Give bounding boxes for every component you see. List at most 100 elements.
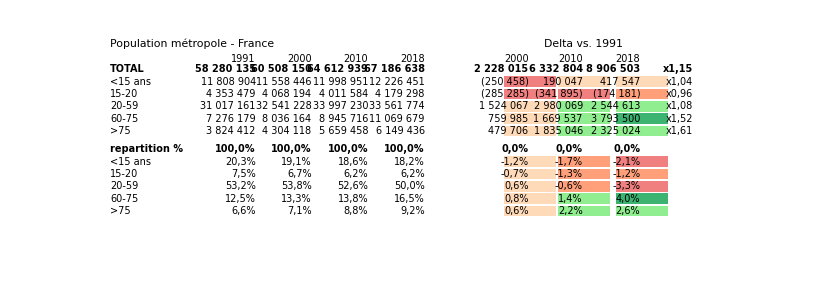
- Text: 15-20: 15-20: [110, 89, 138, 99]
- Bar: [558, 206, 610, 216]
- Text: 1,4%: 1,4%: [558, 194, 583, 204]
- Text: 100,0%: 100,0%: [215, 144, 256, 154]
- Bar: [504, 168, 556, 179]
- Text: 0,6%: 0,6%: [504, 181, 529, 191]
- Text: 11 069 679: 11 069 679: [369, 114, 425, 124]
- Text: 8 036 164: 8 036 164: [263, 114, 312, 124]
- Text: -1,2%: -1,2%: [612, 169, 640, 179]
- Bar: [504, 156, 556, 167]
- Text: 18,6%: 18,6%: [337, 157, 368, 167]
- Bar: [616, 113, 667, 124]
- Text: 1 524 067: 1 524 067: [479, 101, 529, 111]
- Text: 11 998 951: 11 998 951: [312, 77, 368, 87]
- Text: 12 226 451: 12 226 451: [369, 77, 425, 87]
- Text: 3 793 500: 3 793 500: [591, 114, 640, 124]
- Text: 13,8%: 13,8%: [337, 194, 368, 204]
- Bar: [616, 206, 667, 216]
- Text: 0,0%: 0,0%: [556, 144, 583, 154]
- Text: 4 179 298: 4 179 298: [376, 89, 425, 99]
- Text: x0,96: x0,96: [666, 89, 693, 99]
- Text: 6,2%: 6,2%: [400, 169, 425, 179]
- Text: 53,8%: 53,8%: [281, 181, 312, 191]
- Text: 52,6%: 52,6%: [337, 181, 368, 191]
- Text: 100,0%: 100,0%: [327, 144, 368, 154]
- Text: 58 280 135: 58 280 135: [194, 64, 256, 74]
- Text: 1 835 046: 1 835 046: [534, 126, 583, 136]
- Bar: [558, 156, 610, 167]
- Text: 2010: 2010: [558, 54, 583, 63]
- Text: 60-75: 60-75: [110, 114, 138, 124]
- Text: 4 304 118: 4 304 118: [263, 126, 312, 136]
- Text: 20-59: 20-59: [110, 181, 138, 191]
- Text: 19,1%: 19,1%: [281, 157, 312, 167]
- Text: 13,3%: 13,3%: [281, 194, 312, 204]
- Text: 16,5%: 16,5%: [394, 194, 425, 204]
- Text: 7,5%: 7,5%: [231, 169, 256, 179]
- Bar: [504, 101, 556, 111]
- Text: -1,2%: -1,2%: [500, 157, 529, 167]
- Text: 2000: 2000: [504, 54, 529, 63]
- Text: 18,2%: 18,2%: [394, 157, 425, 167]
- Bar: [504, 113, 556, 124]
- Text: 0,8%: 0,8%: [504, 194, 529, 204]
- Text: -3,3%: -3,3%: [612, 181, 640, 191]
- Text: repartition %: repartition %: [110, 144, 183, 154]
- Text: -0,7%: -0,7%: [500, 169, 529, 179]
- Text: <15 ans: <15 ans: [110, 157, 151, 167]
- Bar: [504, 76, 556, 87]
- Text: -1,7%: -1,7%: [555, 157, 583, 167]
- Text: 67 186 638: 67 186 638: [364, 64, 425, 74]
- Text: 4 068 194: 4 068 194: [263, 89, 312, 99]
- Text: 4 011 584: 4 011 584: [319, 89, 368, 99]
- Text: 33 997 230: 33 997 230: [312, 101, 368, 111]
- Text: (174 181): (174 181): [593, 89, 640, 99]
- Bar: [616, 168, 667, 179]
- Bar: [558, 168, 610, 179]
- Text: 20,3%: 20,3%: [225, 157, 256, 167]
- Bar: [616, 193, 667, 204]
- Text: 1991: 1991: [231, 54, 256, 63]
- Text: 53,2%: 53,2%: [225, 181, 256, 191]
- Bar: [558, 126, 610, 136]
- Text: 417 547: 417 547: [600, 77, 640, 87]
- Text: 2 544 613: 2 544 613: [591, 101, 640, 111]
- Text: 6,6%: 6,6%: [231, 206, 256, 216]
- Bar: [616, 101, 667, 111]
- Text: Population métropole - France: Population métropole - France: [110, 38, 274, 49]
- Bar: [504, 181, 556, 192]
- Text: 11 558 446: 11 558 446: [256, 77, 312, 87]
- Text: x1,52: x1,52: [666, 114, 693, 124]
- Text: >75: >75: [110, 206, 130, 216]
- Text: 759 985: 759 985: [489, 114, 529, 124]
- Text: TOTAL: TOTAL: [110, 64, 145, 74]
- Text: 9,2%: 9,2%: [400, 206, 425, 216]
- Text: 32 541 228: 32 541 228: [256, 101, 312, 111]
- Text: 12,5%: 12,5%: [225, 194, 256, 204]
- Text: 5 659 458: 5 659 458: [318, 126, 368, 136]
- Bar: [616, 126, 667, 136]
- Text: Delta vs. 1991: Delta vs. 1991: [544, 39, 623, 49]
- Text: 60 508 150: 60 508 150: [251, 64, 312, 74]
- Text: 31 017 161: 31 017 161: [200, 101, 256, 111]
- Bar: [616, 156, 667, 167]
- Bar: [558, 101, 610, 111]
- Text: 7 276 179: 7 276 179: [206, 114, 256, 124]
- Text: >75: >75: [110, 126, 130, 136]
- Text: 0,0%: 0,0%: [502, 144, 529, 154]
- Text: (250 458): (250 458): [480, 77, 529, 87]
- Text: 2018: 2018: [400, 54, 425, 63]
- Bar: [616, 181, 667, 192]
- Text: 6,7%: 6,7%: [287, 169, 312, 179]
- Text: 2010: 2010: [343, 54, 368, 63]
- Text: 6 332 804: 6 332 804: [529, 64, 583, 74]
- Text: 6,2%: 6,2%: [343, 169, 368, 179]
- Bar: [616, 76, 667, 87]
- Text: <15 ans: <15 ans: [110, 77, 151, 87]
- Bar: [558, 193, 610, 204]
- Text: 0,6%: 0,6%: [504, 206, 529, 216]
- Text: 190 047: 190 047: [543, 77, 583, 87]
- Text: 8 906 503: 8 906 503: [586, 64, 640, 74]
- Text: 2,2%: 2,2%: [558, 206, 583, 216]
- Text: 50,0%: 50,0%: [394, 181, 425, 191]
- Text: 2000: 2000: [287, 54, 312, 63]
